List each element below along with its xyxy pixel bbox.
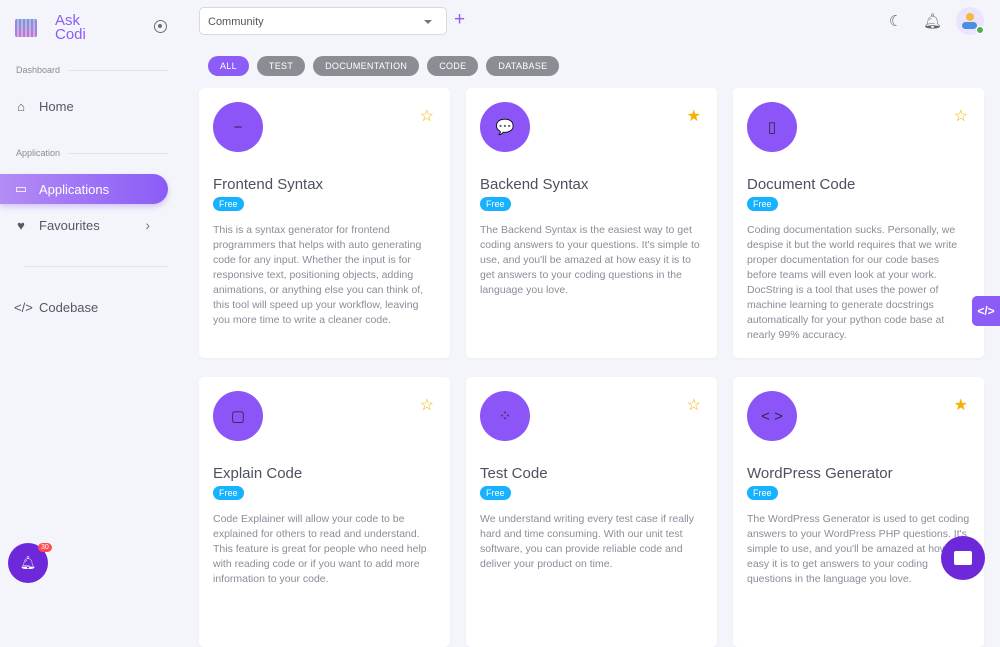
app-icon: < > <box>747 391 797 441</box>
chat-button[interactable] <box>941 536 985 580</box>
favourite-star-icon[interactable]: ☆ <box>953 108 968 125</box>
app-card[interactable]: 💬 ★ Backend Syntax Free The Backend Synt… <box>466 88 717 358</box>
section-dashboard: Dashboard <box>16 65 168 75</box>
free-badge: Free <box>480 197 511 211</box>
card-title: Backend Syntax <box>480 176 589 193</box>
collapse-sidebar-icon[interactable] <box>154 20 167 33</box>
free-badge: Free <box>213 197 244 211</box>
card-description: The WordPress Generator is used to get c… <box>747 513 970 585</box>
window-icon: ▭ <box>14 181 28 196</box>
bell-icon: 🔔︎ <box>19 555 37 570</box>
card-title: Test Code <box>480 465 548 482</box>
filter-code[interactable]: CODE <box>427 56 479 76</box>
favourite-star-icon[interactable]: ☆ <box>419 397 434 414</box>
app-card[interactable]: − ☆ Frontend Syntax Free This is a synta… <box>199 88 450 358</box>
heart-icon: ♥ <box>17 217 25 233</box>
moon-icon[interactable]: ☾ <box>889 13 903 30</box>
sidebar-item-codebase[interactable]: </> Codebase <box>0 292 168 322</box>
sidebar-item-label: Favourites <box>39 217 100 233</box>
filter-all[interactable]: ALL <box>208 56 249 76</box>
sidebar: Ask Codi Dashboard ⌂ Home Application ▭ App… <box>0 0 185 592</box>
sidebar-item-applications[interactable]: ▭ Applications <box>0 174 168 204</box>
sidebar-item-label: Codebase <box>39 299 99 315</box>
sidebar-item-label: Home <box>39 98 74 114</box>
favourite-star-icon[interactable]: ☆ <box>419 108 434 125</box>
card-title: Frontend Syntax <box>213 176 324 193</box>
card-title: WordPress Generator <box>747 465 893 482</box>
app-card[interactable]: ▢ ☆ Explain Code Free Code Explainer wil… <box>199 377 450 647</box>
free-badge: Free <box>747 486 778 500</box>
app-card[interactable]: ▯ ☆ Document Code Free Coding documentat… <box>733 88 984 358</box>
brand-line2: Codi <box>55 26 86 43</box>
card-title: Explain Code <box>213 465 303 482</box>
app-icon: ▢ <box>213 391 263 441</box>
sidebar-item-home[interactable]: ⌂ Home <box>0 91 168 121</box>
section-application: Application <box>16 148 168 158</box>
filter-documentation[interactable]: DOCUMENTATION <box>313 56 420 76</box>
card-description: We understand writing every test case if… <box>480 513 694 570</box>
card-description: Coding documentation sucks. Personally, … <box>747 224 958 341</box>
favourite-star-icon[interactable]: ☆ <box>686 397 701 414</box>
notification-count: 30 <box>38 543 52 552</box>
card-description: Code Explainer will allow your code to b… <box>213 513 427 585</box>
free-badge: Free <box>480 486 511 500</box>
plus-icon[interactable]: + <box>454 9 466 30</box>
community-select[interactable]: Community <box>199 7 447 35</box>
app-icon: 💬 <box>480 102 530 152</box>
app-icon: ▯ <box>747 102 797 152</box>
card-title: Document Code <box>747 176 856 193</box>
filter-test[interactable]: TEST <box>256 56 306 76</box>
filter-database[interactable]: DATABASE <box>486 56 560 76</box>
app-card[interactable]: ⁘ ☆ Test Code Free We understand writing… <box>466 377 717 647</box>
logo-icon <box>15 19 37 37</box>
favourite-star-icon[interactable]: ★ <box>686 108 701 125</box>
free-badge: Free <box>213 486 244 500</box>
app-icon: − <box>213 102 263 152</box>
chevron-right-icon: › <box>145 217 150 233</box>
sidebar-item-label: Applications <box>39 181 110 197</box>
free-badge: Free <box>747 197 778 211</box>
notifications-button[interactable]: 🔔︎ 30 <box>8 543 52 583</box>
app-cards: − ☆ Frontend Syntax Free This is a synta… <box>199 88 984 647</box>
app-card[interactable]: < > ★ WordPress Generator Free The WordP… <box>733 377 984 647</box>
code-icon: </> <box>14 299 33 315</box>
caret-down-icon <box>424 20 432 28</box>
bell-icon[interactable]: 🔔︎ <box>923 13 943 30</box>
sidebar-item-favourites[interactable]: ♥ Favourites › <box>0 210 168 240</box>
select-value: Community <box>208 16 264 28</box>
filter-pills: ALL TEST DOCUMENTATION CODE DATABASE <box>208 56 560 76</box>
chat-icon <box>954 551 972 565</box>
logo[interactable]: Ask Codi <box>15 12 86 43</box>
card-description: This is a syntax generator for frontend … <box>213 224 424 326</box>
brand-line1: Ask <box>55 12 81 29</box>
card-description: The Backend Syntax is the easiest way to… <box>480 224 700 296</box>
code-icon[interactable]: </> <box>972 296 1000 326</box>
avatar[interactable] <box>956 7 984 35</box>
online-status <box>976 26 984 34</box>
favourite-star-icon[interactable]: ★ <box>953 397 968 414</box>
app-icon: ⁘ <box>480 391 530 441</box>
divider <box>16 266 168 267</box>
home-icon: ⌂ <box>17 98 25 114</box>
